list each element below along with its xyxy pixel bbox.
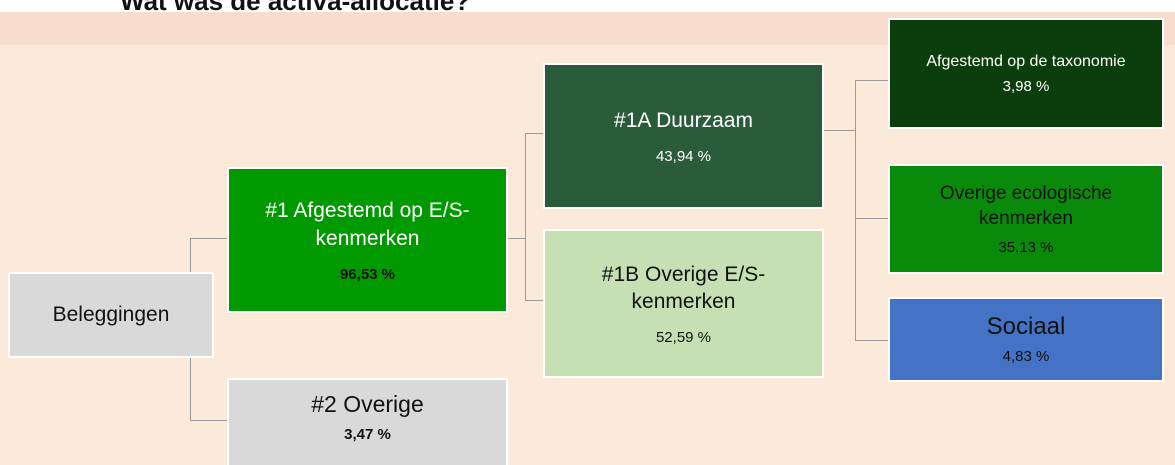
connector bbox=[525, 300, 544, 301]
node-label: #1A Duurzaam bbox=[614, 108, 753, 132]
node-label: #1 Afgestemd op E/S-kenmerken bbox=[265, 199, 470, 250]
connector bbox=[855, 340, 889, 341]
node: #2 Overige 3,47 % bbox=[227, 378, 508, 465]
connector bbox=[525, 133, 526, 301]
node: Afgestemd op de taxonomie 3,98 % bbox=[888, 18, 1164, 129]
node-label: Sociaal bbox=[986, 312, 1066, 340]
node-label: #2 Overige bbox=[311, 391, 424, 417]
node: #1A Duurzaam 43,94 % bbox=[543, 63, 824, 209]
top-strip bbox=[0, 0, 1175, 12]
node-label: Afgestemd op de taxonomie bbox=[926, 52, 1126, 70]
connector bbox=[823, 130, 855, 131]
connector bbox=[190, 238, 228, 239]
node: #1B Overige E/S-kenmerken 52,59 % bbox=[543, 229, 824, 378]
node-label: Overige ecologische kenmerken bbox=[939, 182, 1113, 229]
node-label: #1B Overige E/S-kenmerken bbox=[601, 262, 766, 313]
connector bbox=[507, 238, 525, 239]
node-value: 52,59 % bbox=[655, 329, 712, 347]
node-value: 3,47 % bbox=[344, 425, 391, 443]
node: Overige ecologische kenmerken 35,13 % bbox=[888, 164, 1164, 274]
connector bbox=[855, 80, 856, 341]
node-value: 35,13 % bbox=[998, 239, 1054, 257]
node: Beleggingen bbox=[8, 272, 214, 358]
connector bbox=[190, 420, 228, 421]
node-label: Beleggingen bbox=[52, 303, 170, 327]
node: Sociaal 4,83 % bbox=[888, 297, 1164, 382]
node: #1 Afgestemd op E/S-kenmerken 96,53 % bbox=[227, 167, 508, 313]
node-value: 4,83 % bbox=[1002, 348, 1050, 366]
connector bbox=[855, 80, 889, 81]
connector bbox=[525, 133, 544, 134]
connector bbox=[855, 218, 889, 219]
node-value: 96,53 % bbox=[339, 265, 396, 283]
node-value: 3,98 % bbox=[1002, 78, 1050, 96]
node-value: 43,94 % bbox=[655, 148, 712, 166]
